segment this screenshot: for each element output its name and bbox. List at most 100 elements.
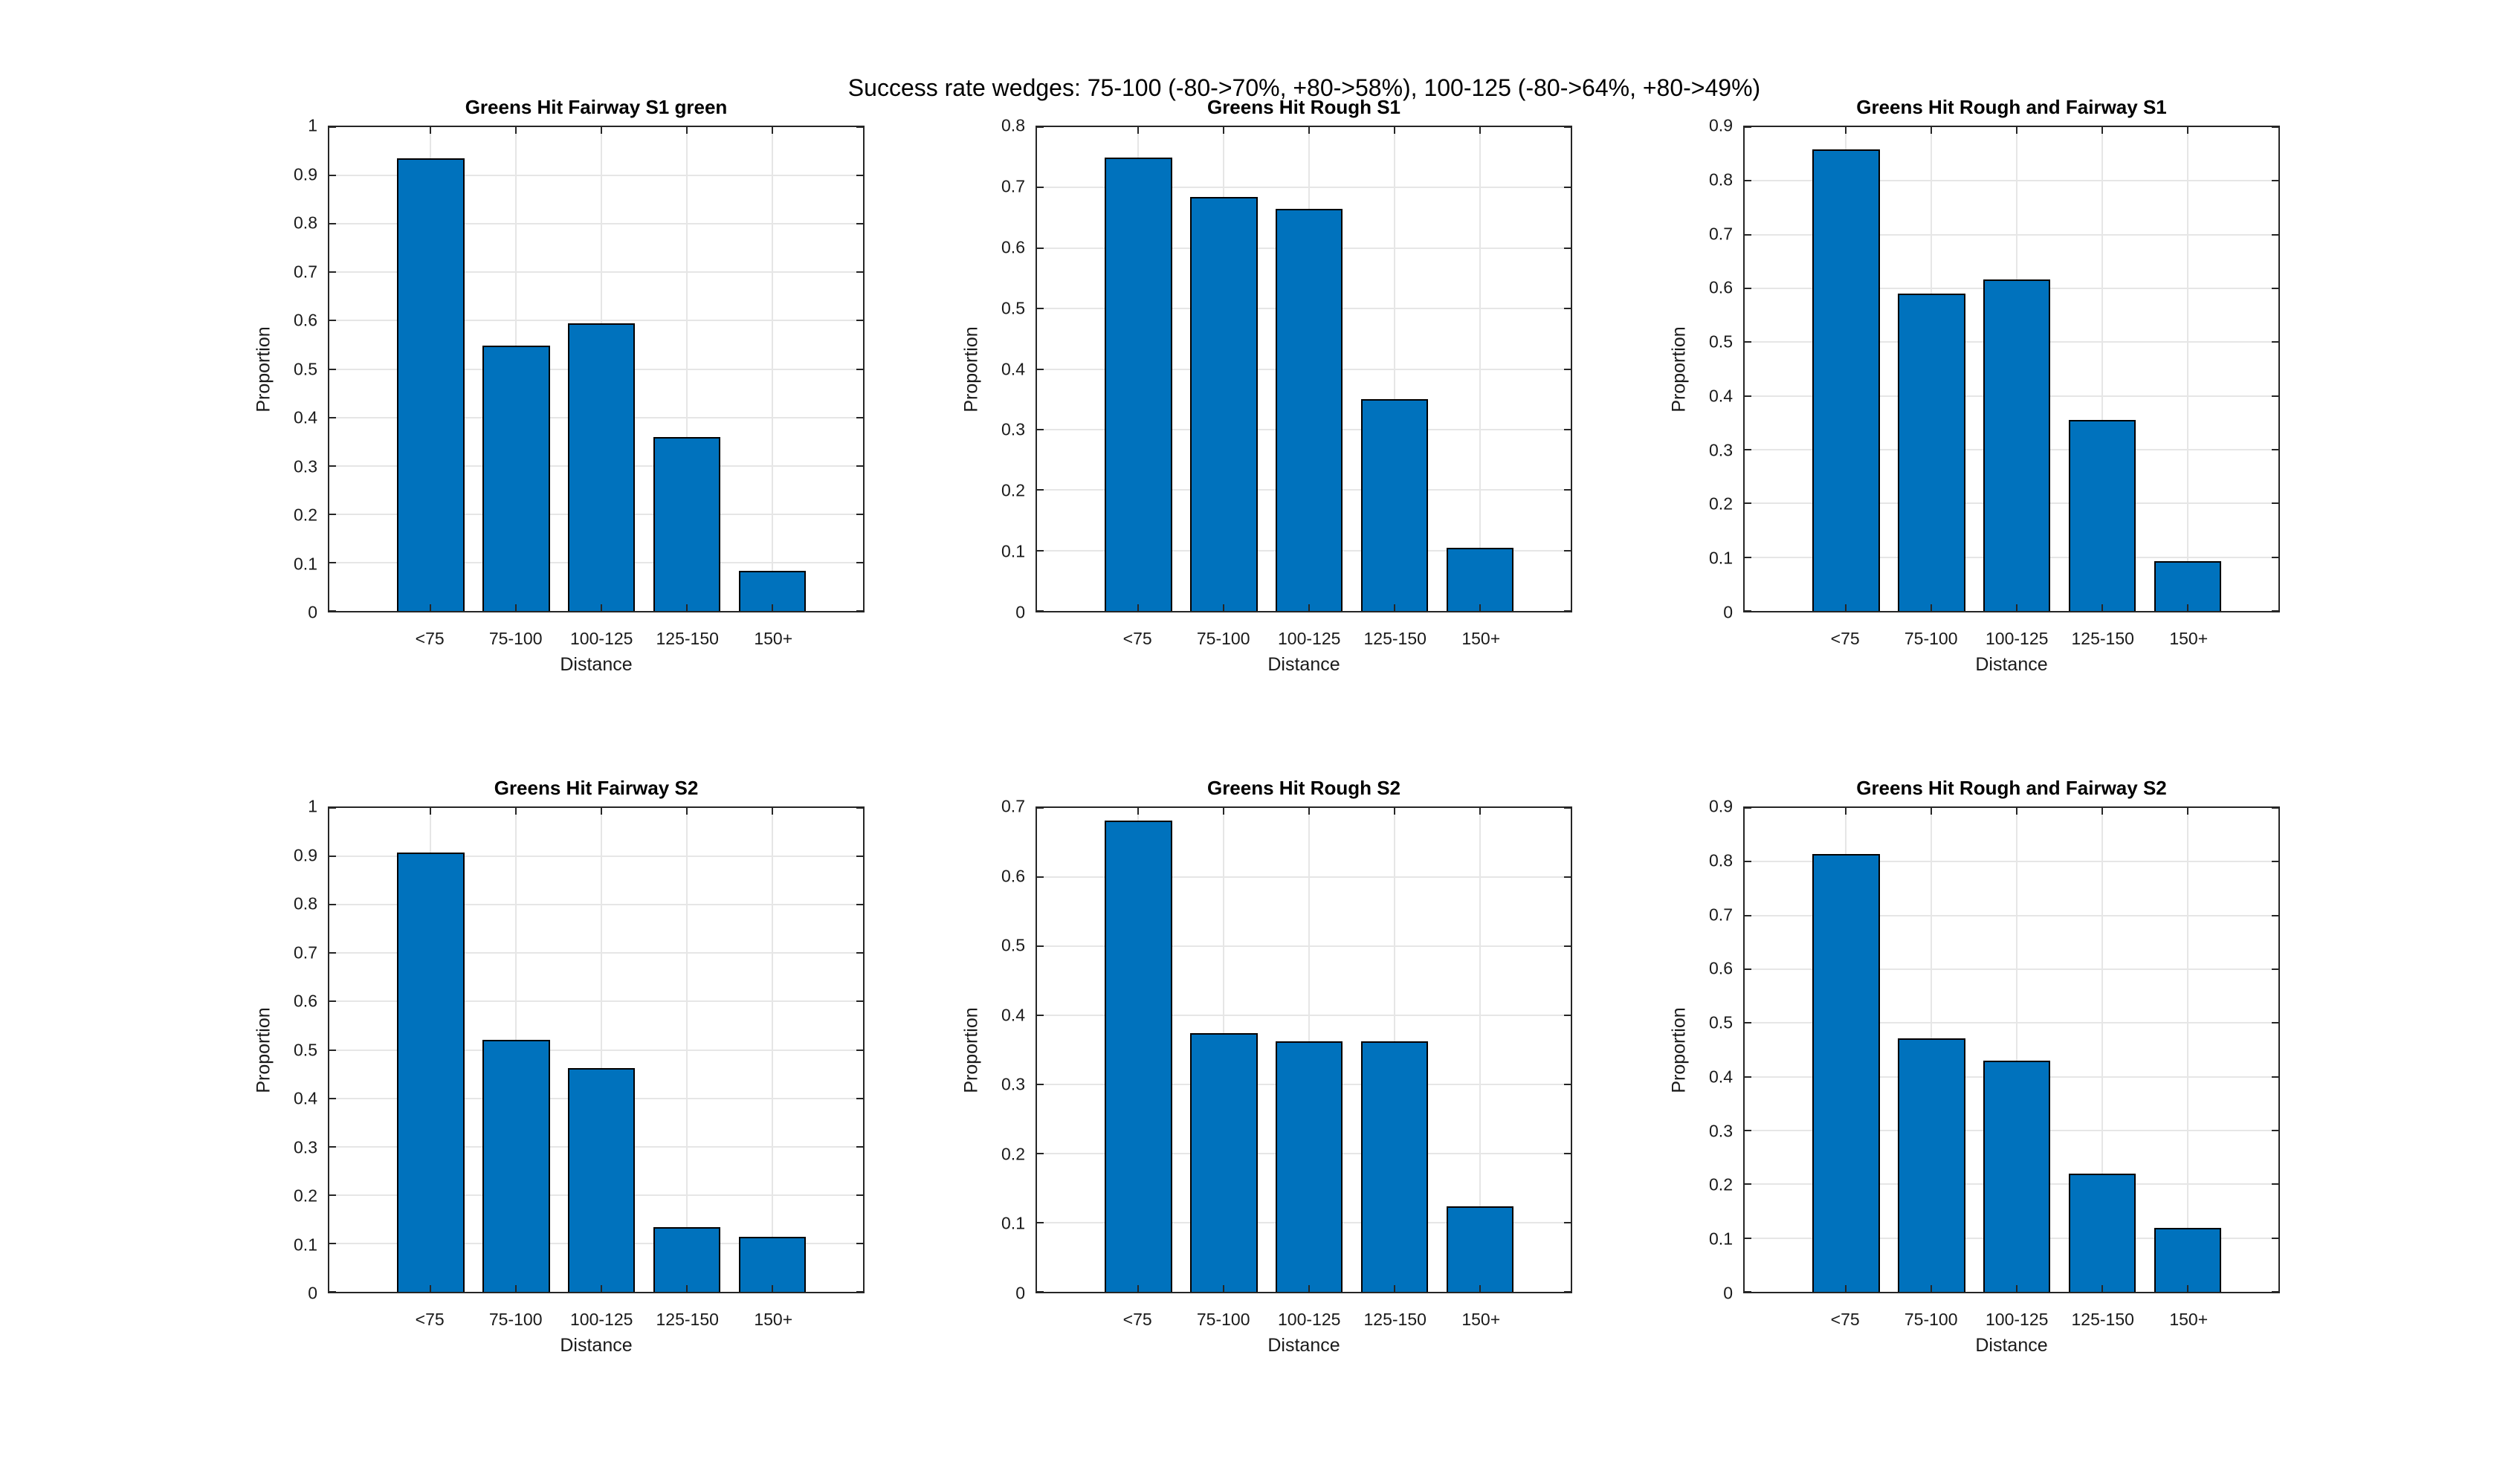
bar-150 — [738, 570, 807, 611]
y-gridline — [1037, 1015, 1571, 1016]
y-gridline — [329, 271, 863, 274]
x-tick — [1394, 808, 1396, 815]
y-gridline — [329, 223, 863, 225]
y-gridline — [1037, 187, 1571, 189]
y-tick-label: 0 — [308, 602, 317, 622]
x-gridline — [1479, 127, 1481, 611]
plot-area — [1036, 806, 1572, 1293]
y-tick — [2272, 610, 2278, 612]
x-tick-label: 125-150 — [656, 1310, 719, 1329]
y-tick — [1745, 1183, 1751, 1186]
y-tick-label: 0.9 — [1709, 115, 1733, 135]
y-tick-label: 0.6 — [1709, 958, 1733, 978]
x-tick-label: <75 — [415, 629, 445, 648]
chart-greens-hit-rough-s2: Greens Hit Rough S2 0 0.1 0.2 0.3 0.4 0.5 0.6 0.… — [961, 777, 1572, 1356]
x-tick — [771, 604, 773, 611]
y-tick — [329, 1291, 336, 1293]
y-tick — [329, 1145, 336, 1148]
y-gridline — [329, 856, 863, 858]
y-tick — [1745, 1022, 1751, 1024]
y-tick-label: 0.2 — [1001, 480, 1025, 500]
y-tick-label: 0.7 — [294, 942, 317, 962]
plot-area — [328, 126, 865, 612]
y-gridline — [329, 952, 863, 954]
x-tick — [1223, 604, 1225, 611]
y-tick — [1745, 914, 1751, 916]
x-tick — [601, 808, 603, 815]
y-tick — [329, 1242, 336, 1244]
y-tick-label: 0.4 — [294, 407, 317, 427]
y-tick — [1564, 187, 1571, 189]
y-tick — [1745, 395, 1751, 397]
y-tick — [1745, 287, 1751, 289]
y-tick-label: 0.5 — [294, 359, 317, 378]
x-tick — [2186, 604, 2188, 611]
y-gridline — [1745, 180, 2278, 182]
y-tick — [2272, 180, 2278, 182]
y-tick — [1745, 1076, 1751, 1078]
x-tick — [1479, 808, 1481, 815]
y-tick — [1564, 807, 1571, 809]
y-gridline — [1037, 945, 1571, 947]
y-tick — [329, 416, 336, 418]
x-tick-label: <75 — [1122, 1310, 1152, 1329]
x-tick — [2186, 1285, 2188, 1292]
chart-greens-hit-fairway-s2: Greens Hit Fairway S2 0 0.1 0.2 0.3 0.4 0.5 0.6… — [253, 777, 865, 1356]
x-tick-label: <75 — [1830, 1310, 1860, 1329]
chart-title: Greens Hit Rough S1 — [1206, 96, 1401, 118]
x-tick — [2101, 808, 2104, 815]
x-gridline — [2186, 808, 2188, 1292]
y-tick — [2272, 1022, 2278, 1024]
plot-area — [1743, 126, 2280, 612]
y-tick — [856, 1145, 863, 1148]
y-tick-label: 0.2 — [294, 1186, 317, 1206]
y-tick — [1037, 126, 1044, 128]
y-tick — [1745, 1129, 1751, 1131]
x-tick-label: 100-125 — [1278, 629, 1341, 648]
x-tick-label: 75-100 — [488, 1310, 543, 1329]
bar-125-150 — [653, 436, 721, 611]
y-tick — [856, 1291, 863, 1293]
x-tick-label: <75 — [1122, 629, 1152, 648]
x-gridline — [771, 127, 773, 611]
x-tick-label: 125-150 — [2071, 1310, 2134, 1329]
y-tick — [856, 126, 863, 128]
x-tick-label: 100-125 — [1986, 1310, 2049, 1329]
bar-100-125 — [1983, 1060, 2051, 1292]
y-tick — [1037, 489, 1044, 491]
bar-100-125 — [1275, 208, 1343, 611]
y-tick — [1564, 126, 1571, 128]
x-tick — [1137, 1285, 1140, 1292]
y-axis-label: Proportion — [960, 326, 982, 413]
y-tick — [2272, 502, 2278, 505]
y-tick — [2272, 914, 2278, 916]
y-tick — [329, 368, 336, 370]
bar-150 — [738, 1236, 807, 1292]
y-gridline — [1745, 1022, 2278, 1024]
x-tick — [2186, 127, 2188, 134]
y-tick — [2272, 126, 2278, 128]
bar-100-125 — [567, 323, 636, 611]
y-tick-label: 0.8 — [1001, 115, 1025, 135]
y-tick — [1745, 126, 1751, 128]
x-tick-label: <75 — [1830, 629, 1860, 648]
y-tick — [856, 465, 863, 467]
y-tick — [1037, 1222, 1044, 1223]
y-tick — [1564, 549, 1571, 552]
x-axis-label: Distance — [1975, 654, 2048, 675]
y-tick — [1564, 247, 1571, 249]
y-tick-label: 1 — [308, 115, 317, 135]
x-tick — [430, 127, 432, 134]
y-tick — [856, 952, 863, 954]
chart-title: Greens Hit Rough and Fairway S2 — [1856, 777, 2167, 799]
x-gridline — [686, 127, 688, 611]
y-tick-label: 0.1 — [294, 1235, 317, 1254]
y-tick — [1037, 876, 1044, 878]
y-tick — [2272, 1129, 2278, 1131]
y-tick — [329, 1049, 336, 1051]
y-gridline — [329, 1049, 863, 1051]
y-tick — [2272, 1237, 2278, 1239]
y-tick — [2272, 556, 2278, 558]
y-tick — [856, 1194, 863, 1196]
x-tick-label: 125-150 — [1363, 1310, 1427, 1329]
